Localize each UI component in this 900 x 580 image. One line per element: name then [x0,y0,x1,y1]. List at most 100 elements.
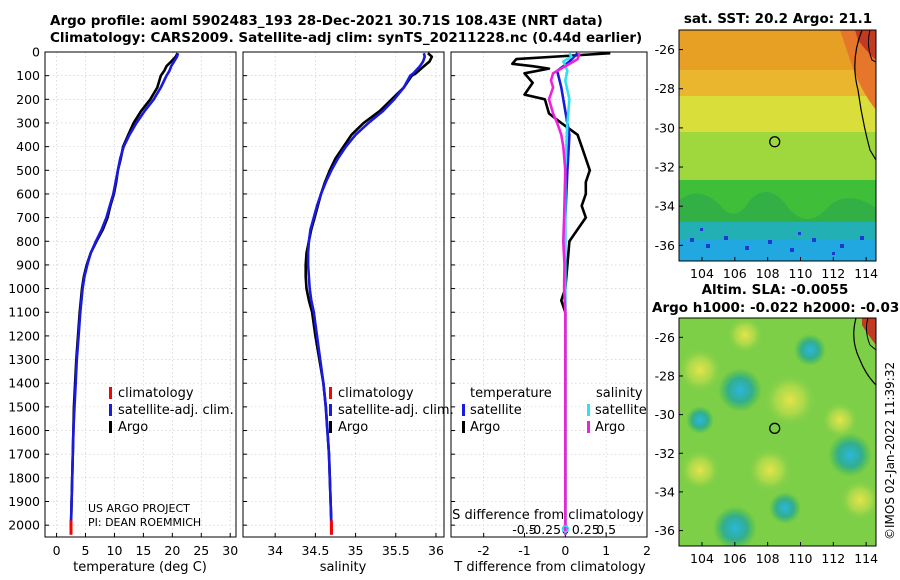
legend-swatch-t-argo [462,421,465,433]
difference-axes [450,51,648,538]
imos-credit: ©IMOS 02-Jan-2022 11:39:32 [883,362,897,540]
series-argo [304,52,434,535]
map-y-tick-label: -32 [655,160,675,175]
map-y-tick-label: -30 [655,407,675,422]
series-satellite-adj-clim- [306,52,426,535]
project-credit: US ARGO PROJECT [88,502,190,515]
map-y-tick-label: -26 [655,330,675,345]
y-tick-label: 200 [16,92,40,107]
series-salinity-satellite [562,52,573,535]
legend-heading-temperature: temperature [470,386,552,401]
legend-swatch-climatology-2 [329,387,332,399]
sla-argo-marker [769,422,781,434]
series-temperature-argo [510,51,611,535]
s-tick-label: 0.5 [596,522,616,537]
x-tick-label: -1 [518,543,530,558]
legend-label-satellite-adj-2: satellite-adj. clim. [338,403,454,418]
x-tick-label: 34.5 [301,543,329,558]
x-tick-label: 30 [222,543,238,558]
map-x-tick-label: 112 [821,551,845,566]
legend-label-satellite-adj: satellite-adj. clim. [118,403,234,418]
x-tick-label: 36 [428,543,444,558]
y-tick-label: 700 [16,210,40,225]
x-tick-label: 20 [164,543,180,558]
legend-swatch-satellite-adj [109,404,112,416]
sst-field [679,30,876,261]
map-x-tick-label: 106 [723,266,747,281]
y-tick-label: 900 [16,257,40,272]
sst-map-title: sat. SST: 20.2 Argo: 21.1 [684,11,872,27]
y-tick-label: 1900 [8,494,40,509]
salinity-legend: climatology satellite-adj. clim. Argo [329,386,454,435]
y-tick-label: 500 [16,163,40,178]
x-tick-label: 25 [193,543,209,558]
y-tick-label: 100 [16,68,40,83]
x-tick-label: 0 [53,543,61,558]
map-x-tick-label: 104 [690,551,714,566]
x-tick-label: 2 [643,543,651,558]
temperature-axes [44,51,237,538]
y-tick-label: 0 [32,45,40,60]
salinity-panel: 34 34.5 35 35.5 36 salinity climatology sate… [242,51,454,575]
x-tick-label: 5 [82,543,90,558]
sla-map-title-1: Altim. SLA: -0.0055 [702,282,849,298]
map-y-tick-label: -28 [655,81,675,96]
x-tick-label: 35.5 [382,543,410,558]
map-x-tick-label: 110 [789,551,813,566]
y-tick-label: 1300 [8,352,40,367]
legend-label-argo-2: Argo [338,420,368,435]
x-tick-label: 34 [267,543,283,558]
s-difference-label: S difference from climatology [452,508,644,523]
legend-swatch-t-satellite [462,404,465,416]
legend-heading-salinity: salinity [596,386,643,401]
sla-field [679,318,876,546]
map-x-tick-label: 104 [690,266,714,281]
map-y-tick-label: -34 [655,484,675,499]
salinity-xlabel: salinity [320,560,367,575]
y-tick-label: 800 [16,234,40,249]
difference-legend: temperature satellite Argo salinity sate… [462,386,647,435]
series-salinity-argo [547,52,581,535]
sla-axes [678,317,877,547]
legend-label-argo: Argo [118,420,148,435]
map-x-tick-label: 108 [756,551,780,566]
s-tick-label: 0.25 [572,522,600,537]
legend-swatch-climatology [109,387,112,399]
legend-label-t-satellite: satellite [470,403,522,418]
map-y-tick-label: -34 [655,199,675,214]
y-tick-label: 1000 [8,281,40,296]
pi-credit: PI: DEAN ROEMMICH [88,516,201,529]
y-tick-label: 1200 [8,328,40,343]
s-tick-label: -0.5 [512,522,536,537]
difference-xlabel: T difference from climatology [453,560,646,575]
temperature-xlabel: temperature (deg C) [73,560,207,575]
x-tick-label: -2 [477,543,489,558]
legend-label-t-argo: Argo [470,420,500,435]
sla-map-title-2: Argo h1000: -0.022 h2000: -0.031 [652,300,900,316]
legend-swatch-satellite-adj-2 [329,404,332,416]
legend-label-climatology-2: climatology [338,386,414,401]
legend-label-s-argo: Argo [595,420,625,435]
y-tick-label: 1800 [8,470,40,485]
y-tick-label: 1500 [8,399,40,414]
map-x-tick-label: 112 [821,266,845,281]
y-tick-label: 1700 [8,447,40,462]
map-x-tick-label: 108 [756,266,780,281]
x-tick-label: 15 [135,543,151,558]
legend-label-s-satellite: satellite [595,403,647,418]
legend-label-climatology: climatology [118,386,194,401]
y-tick-label: 400 [16,139,40,154]
legend-swatch-argo-2 [329,421,332,433]
x-tick-label: 35 [348,543,364,558]
map-x-tick-label: 106 [723,551,747,566]
series-argo [69,52,179,535]
temperature-panel: 0100200300400500600700800900100011001200… [8,45,238,576]
temperature-legend: climatology satellite-adj. clim. Argo [109,386,234,435]
profile-title: Argo profile: aoml 5902483_193 28-Dec-20… [50,13,603,29]
map-y-tick-label: -36 [655,238,675,253]
y-tick-label: 1100 [8,305,40,320]
y-tick-label: 300 [16,115,40,130]
map-y-tick-label: -30 [655,120,675,135]
legend-swatch-argo [109,421,112,433]
sst-argo-marker [769,136,781,148]
